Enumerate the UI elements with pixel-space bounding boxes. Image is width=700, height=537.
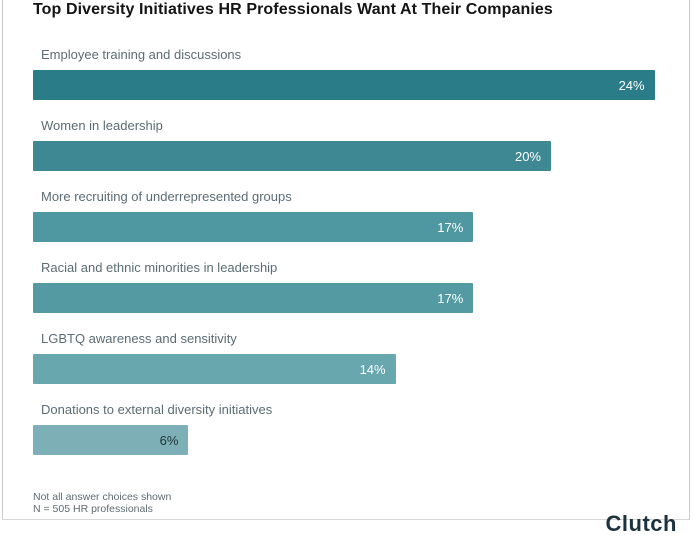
bar-category-label: More recruiting of underrepresented grou…: [41, 189, 292, 204]
chart-row: Employee training and discussions 24%: [33, 47, 661, 100]
bar-category-label: Women in leadership: [41, 118, 163, 133]
bar: 17%: [33, 283, 474, 313]
bar: 6%: [33, 425, 189, 455]
bar-value-label: 14%: [359, 361, 386, 377]
source-logo-clipped: Clutch: [606, 511, 677, 537]
bar: 17%: [33, 212, 474, 242]
bar-chart: Employee training and discussions 24% Wome…: [33, 47, 661, 473]
bar-value-label: 17%: [437, 219, 464, 235]
bar-category-label: Racial and ethnic minorities in leadersh…: [41, 260, 278, 275]
chart-row: Donations to external diversity initiati…: [33, 402, 661, 455]
bar: 20%: [33, 141, 551, 171]
chart-row: Women in leadership 20%: [33, 118, 661, 171]
bar-category-label: LGBTQ awareness and sensitivity: [41, 331, 237, 346]
chart-footnote: Not all answer choices shown N = 505 HR …: [33, 491, 171, 515]
bar-value-label: 24%: [618, 77, 645, 93]
bar-category-label: Donations to external diversity initiati…: [41, 402, 273, 417]
source-logo-text: Clutch: [605, 511, 677, 536]
chart-title: Top Diversity Initiatives HR Professiona…: [33, 1, 553, 18]
footnote-line-1: Not all answer choices shown: [33, 491, 172, 503]
bar-category-label: Employee training and discussions: [41, 47, 242, 62]
bar: 24%: [33, 70, 655, 100]
bar-value-label: 20%: [514, 148, 541, 164]
chart-row: More recruiting of underrepresented grou…: [33, 189, 661, 242]
bar-value-label: 17%: [437, 290, 464, 306]
bar: 14%: [33, 354, 396, 384]
footnote-line-2: N = 505 HR professionals: [33, 503, 153, 515]
chart-row: Racial and ethnic minorities in leadersh…: [33, 260, 661, 313]
chart-row: LGBTQ awareness and sensitivity 14%: [33, 331, 661, 384]
bar-value-label: 6%: [159, 432, 179, 448]
